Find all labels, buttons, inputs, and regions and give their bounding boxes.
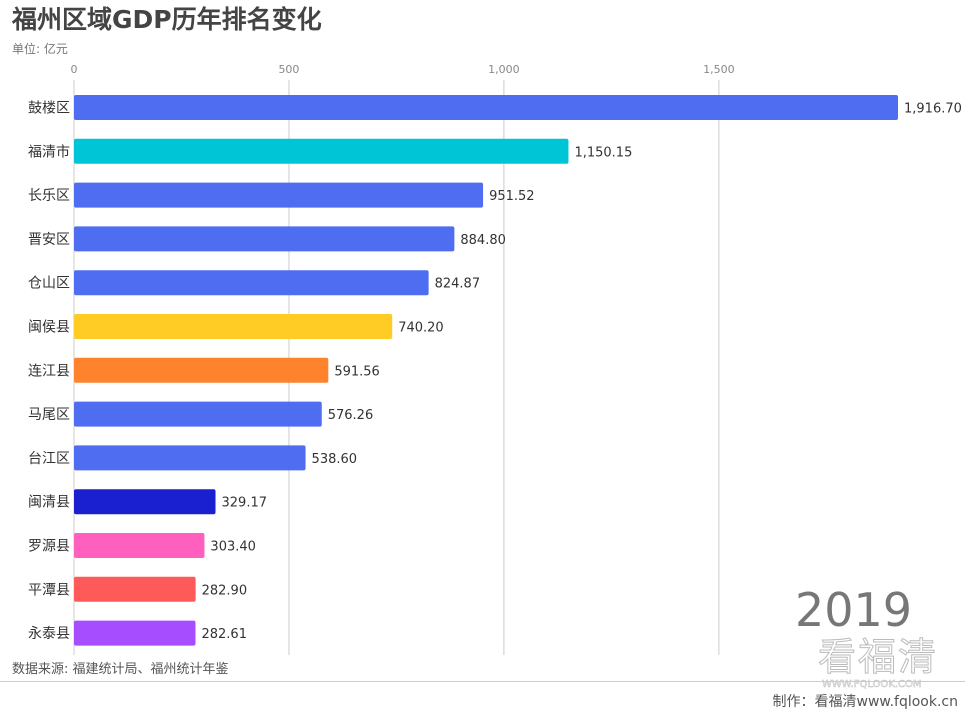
category-label: 鼓楼区 [28, 101, 70, 117]
data-label: 824.87 [435, 277, 481, 292]
bar [74, 489, 216, 515]
bar [74, 138, 569, 164]
credit: 制作：看福清www.fqlook.cn [772, 694, 958, 710]
x-tick-label: 1,500 [703, 63, 735, 76]
watermark-logo: 看福清 [817, 635, 939, 679]
data-label: 303.40 [210, 540, 256, 555]
category-label: 长乐区 [28, 188, 70, 204]
bar [74, 533, 205, 558]
watermark-url: WWW.FQLOOK.COM [822, 679, 922, 691]
category-label: 平潭县 [28, 581, 70, 598]
data-label: 282.61 [201, 627, 247, 642]
category-label: 罗源县 [28, 539, 70, 555]
x-tick-label: 500 [278, 63, 299, 76]
x-tick-label: 1,000 [488, 63, 520, 76]
data-label: 951.52 [489, 189, 534, 204]
bar [74, 182, 484, 208]
year-label: 2019 [795, 583, 913, 637]
data-label: 591.56 [334, 364, 380, 379]
category-label: 连江县 [28, 363, 70, 379]
x-tick-label: 0 [71, 63, 78, 76]
category-label: 马尾区 [28, 407, 70, 423]
data-label: 1,916.70 [904, 102, 962, 117]
category-label: 闽清县 [28, 495, 70, 511]
chart-title: 福州区域GDP历年排名变化 [12, 5, 322, 34]
bar [74, 226, 455, 252]
bar [74, 314, 393, 339]
bar [74, 620, 196, 646]
data-label: 576.26 [328, 408, 374, 423]
data-label: 329.17 [222, 496, 268, 511]
data-label: 538.60 [312, 452, 358, 467]
category-label: 台江区 [28, 451, 70, 467]
bar [74, 401, 322, 427]
data-label: 282.90 [202, 583, 248, 598]
category-label: 永泰县 [28, 626, 70, 642]
data-label: 740.20 [398, 321, 444, 336]
bar [74, 445, 306, 471]
category-label: 仓山区 [28, 276, 70, 292]
category-label: 闽侯县 [28, 320, 70, 336]
unit-label: 单位: 亿元 [12, 42, 68, 56]
divider [0, 681, 965, 682]
bar [74, 357, 329, 383]
bar [74, 270, 429, 296]
data-label: 884.80 [460, 233, 506, 248]
source-note: 数据来源: 福建统计局、福州统计年鉴 [12, 662, 229, 677]
bar [74, 95, 898, 120]
category-label: 晋安区 [28, 232, 70, 248]
bar [74, 576, 196, 602]
category-label: 福清市 [28, 143, 70, 160]
data-label: 1,150.15 [574, 145, 632, 160]
